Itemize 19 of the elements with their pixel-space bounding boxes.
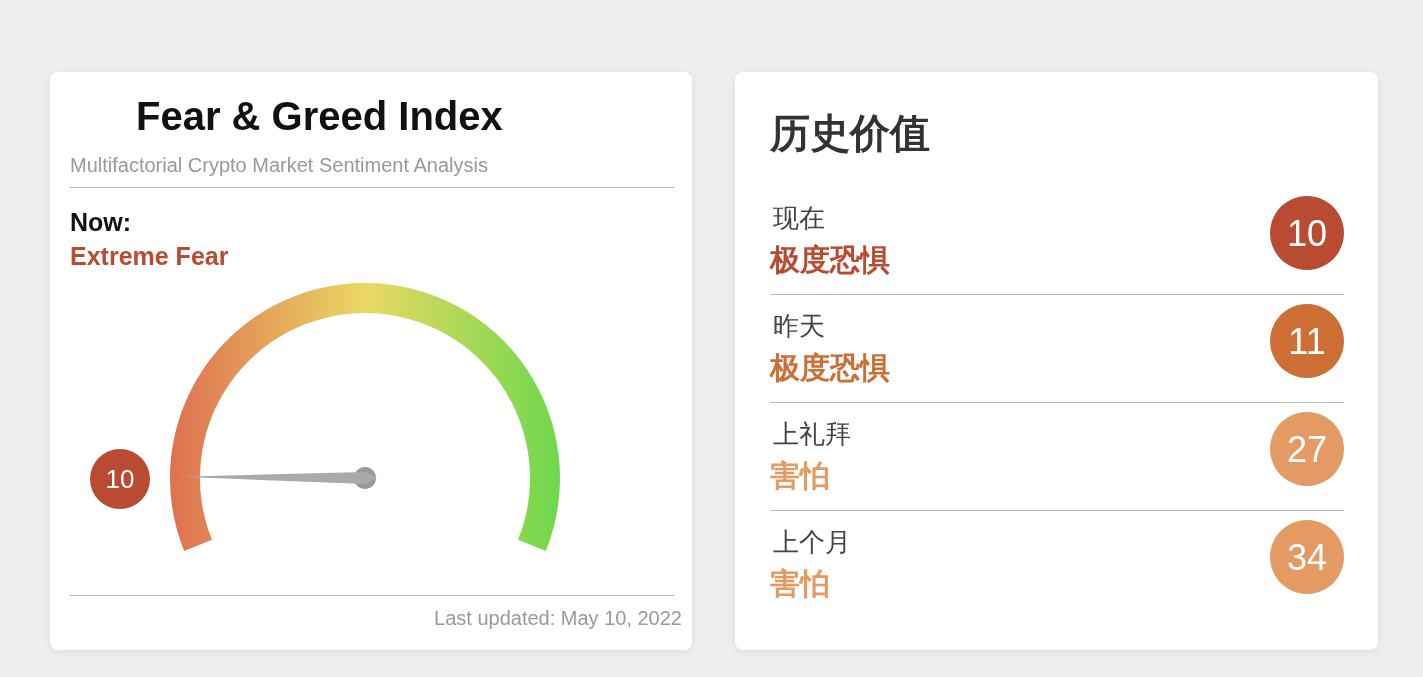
text: 害怕 <box>770 566 830 602</box>
text: 害怕 <box>770 458 830 494</box>
text: 历史价值 <box>770 110 930 157</box>
category-label: 昨天 <box>773 311 825 341</box>
category-label: 上礼拜 <box>773 419 851 449</box>
text: Now: <box>70 208 132 237</box>
data-label: 11 <box>1288 320 1326 362</box>
text: 极度恐惧 <box>770 350 890 386</box>
data-label: 10 <box>1286 212 1328 254</box>
text: Multifactorial Crypto Market Sentiment Analysis <box>70 154 488 177</box>
data-label: 10 <box>90 449 150 509</box>
data-label: 34 <box>1286 536 1328 578</box>
text: Fear & Greed Index <box>136 94 503 139</box>
text: 极度恐惧 <box>770 242 890 278</box>
category-label: 现在 <box>773 203 825 233</box>
data-label: 27 <box>1286 428 1328 470</box>
text: Extreme Fear <box>70 242 229 271</box>
text: Last updated: May 10, 2022 <box>434 607 682 630</box>
category-label: 上个月 <box>773 527 851 557</box>
